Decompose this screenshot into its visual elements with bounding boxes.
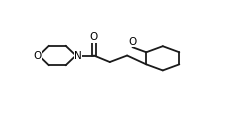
Text: N: N [74, 50, 81, 60]
Text: O: O [89, 32, 98, 42]
Text: O: O [128, 37, 136, 47]
Text: O: O [33, 50, 41, 60]
